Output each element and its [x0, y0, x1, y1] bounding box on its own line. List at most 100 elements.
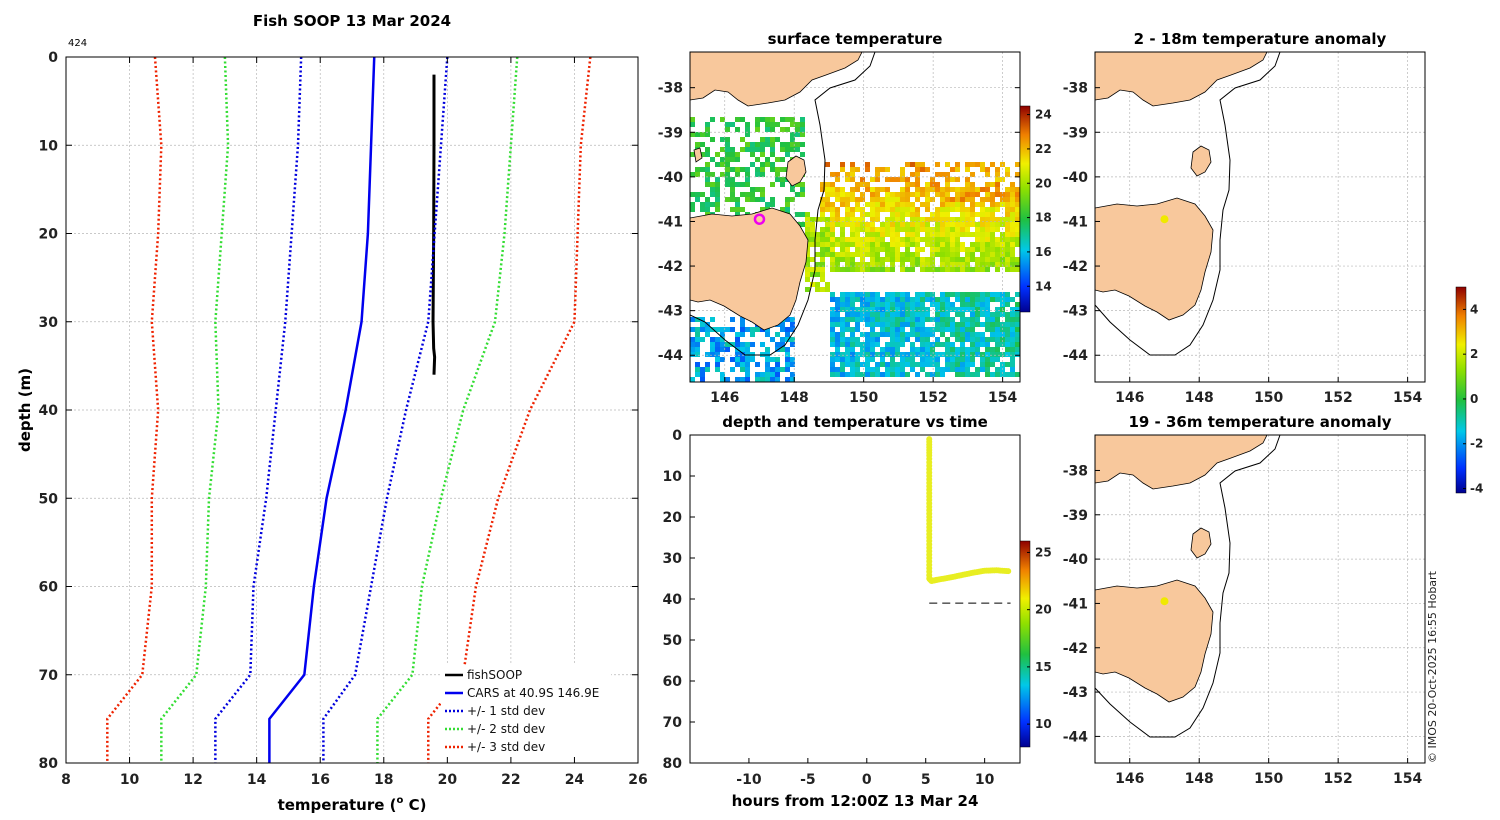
- surface-sst-pixel: [910, 212, 915, 217]
- surface-sst-pixel: [905, 222, 910, 227]
- surface-sst-pixel: [690, 337, 695, 342]
- anomaly-bottom-xtick-label: 154: [1393, 771, 1422, 787]
- surface-sst-pixel: [890, 297, 895, 302]
- surface-sst-pixel: [945, 257, 950, 262]
- surface-sst-pixel: [900, 217, 905, 222]
- surface-sst-pixel: [930, 297, 935, 302]
- surface-sst-pixel: [835, 187, 840, 192]
- surface-sst-pixel: [885, 207, 890, 212]
- surface-sst-pixel: [950, 322, 955, 327]
- surface-sst-pixel: [925, 257, 930, 262]
- surface-sst-pixel: [690, 352, 695, 357]
- surface-sst-pixel: [930, 242, 935, 247]
- surface-sst-pixel: [870, 342, 875, 347]
- surface-sst-pixel: [730, 207, 735, 212]
- surface-sst-pixel: [860, 222, 865, 227]
- surface-sst-pixel: [845, 202, 850, 207]
- surface-sst-pixel: [820, 267, 825, 272]
- surface-sst-pixel: [955, 162, 960, 167]
- surface-sst-pixel: [900, 192, 905, 197]
- surface-sst-pixel: [695, 367, 700, 372]
- surface-sst-pixel: [920, 337, 925, 342]
- surface-sst-pixel: [880, 227, 885, 232]
- surface-sst-pixel: [755, 167, 760, 172]
- surface-sst-pixel: [995, 262, 1000, 267]
- surface-sst-pixel: [870, 202, 875, 207]
- surface-sst-pixel: [755, 117, 760, 122]
- surface-sst-pixel: [830, 332, 835, 337]
- surface-sst-pixel: [715, 327, 720, 332]
- surface-sst-pixel: [910, 227, 915, 232]
- surface-sst-pixel: [860, 262, 865, 267]
- surface-sst-pixel: [905, 297, 910, 302]
- surface-sst-pixel: [940, 297, 945, 302]
- surface-sst-pixel: [725, 162, 730, 167]
- surface-sst-pixel: [985, 237, 990, 242]
- surface-sst-pixel: [990, 242, 995, 247]
- anomaly-top-marker: [1160, 215, 1169, 224]
- surface-sst-pixel: [945, 187, 950, 192]
- surface-sst-pixel: [860, 342, 865, 347]
- surface-sst-pixel: [755, 377, 760, 382]
- surface-sst-pixel: [905, 202, 910, 207]
- surface-sst-pixel: [915, 322, 920, 327]
- surface-sst-pixel: [860, 352, 865, 357]
- surface-sst-pixel: [910, 182, 915, 187]
- surface-sst-pixel: [965, 252, 970, 257]
- surface-sst-pixel: [795, 147, 800, 152]
- surface-sst-pixel: [1010, 317, 1015, 322]
- surface-sst-pixel: [795, 182, 800, 187]
- surface-sst-pixel: [1015, 162, 1020, 167]
- surface-sst-pixel: [1010, 267, 1015, 272]
- surface-sst-pixel: [740, 367, 745, 372]
- surface-sst-pixel: [945, 217, 950, 222]
- surface-sst-pixel: [965, 217, 970, 222]
- surface-sst-pixel: [760, 147, 765, 152]
- anomaly-colorbar-label: 2: [1470, 347, 1478, 361]
- surface-sst-pixel: [845, 237, 850, 242]
- profile-xlabel: temperature (o C): [278, 795, 427, 814]
- surface-sst-pixel: [940, 322, 945, 327]
- surface-ytick-label: -42: [658, 259, 683, 275]
- surface-sst-pixel: [840, 322, 845, 327]
- surface-sst-pixel: [900, 352, 905, 357]
- surface-sst-pixel: [930, 217, 935, 222]
- surface-sst-pixel: [855, 217, 860, 222]
- timeseries-xtick-label: 0: [862, 772, 872, 788]
- surface-sst-pixel: [830, 192, 835, 197]
- surface-sst-pixel: [995, 372, 1000, 377]
- surface-sst-pixel: [885, 372, 890, 377]
- surface-sst-pixel: [1005, 212, 1010, 217]
- surface-sst-pixel: [990, 222, 995, 227]
- timeseries-colorbar-label: 15: [1035, 660, 1052, 674]
- surface-sst-pixel: [690, 192, 695, 197]
- surface-sst-pixel: [930, 317, 935, 322]
- surface-sst-pixel: [920, 162, 925, 167]
- surface-sst-pixel: [735, 152, 740, 157]
- surface-sst-pixel: [745, 147, 750, 152]
- surface-sst-pixel: [845, 302, 850, 307]
- surface-sst-pixel: [830, 292, 835, 297]
- surface-sst-pixel: [830, 187, 835, 192]
- surface-sst-pixel: [900, 212, 905, 217]
- anomaly-bottom-xtick-label: 150: [1254, 771, 1283, 787]
- surface-sst-pixel: [725, 177, 730, 182]
- surface-sst-pixel: [765, 117, 770, 122]
- surface-sst-pixel: [695, 352, 700, 357]
- surface-sst-pixel: [945, 312, 950, 317]
- surface-sst-pixel: [990, 362, 995, 367]
- surface-sst-pixel: [965, 327, 970, 332]
- anomaly-bottom-panel: 19 - 36m temperature anomaly 146 148 150 15…: [1063, 413, 1426, 787]
- surface-sst-pixel: [705, 172, 710, 177]
- surface-sst-pixel: [965, 197, 970, 202]
- surface-sst-pixel: [755, 197, 760, 202]
- surface-sst-pixel: [915, 307, 920, 312]
- surface-sst-pixel: [700, 372, 705, 377]
- surface-sst-pixel: [1005, 222, 1010, 227]
- surface-sst-pixel: [910, 297, 915, 302]
- surface-sst-pixel: [855, 322, 860, 327]
- surface-sst-pixel: [705, 147, 710, 152]
- surface-sst-pixel: [955, 297, 960, 302]
- surface-sst-pixel: [915, 167, 920, 172]
- surface-sst-pixel: [1010, 367, 1015, 372]
